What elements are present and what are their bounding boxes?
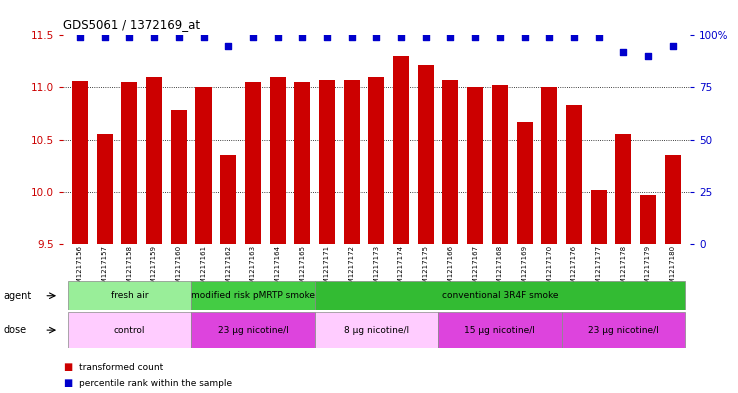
Bar	[443, 80, 458, 244]
Point	[642, 53, 654, 59]
Bar	[196, 87, 212, 244]
Point	[346, 34, 358, 40]
Bar	[72, 81, 88, 244]
Point	[297, 34, 308, 40]
Bar	[191, 312, 314, 348]
Point	[74, 34, 86, 40]
Bar	[393, 56, 409, 244]
Point	[444, 34, 456, 40]
Point	[543, 34, 555, 40]
Text: conventional 3R4F smoke: conventional 3R4F smoke	[441, 291, 558, 300]
Text: 23 μg nicotine/l: 23 μg nicotine/l	[588, 326, 659, 334]
Text: modified risk pMRTP smoke: modified risk pMRTP smoke	[191, 291, 315, 300]
Point	[618, 49, 630, 55]
Bar	[615, 134, 632, 244]
Bar	[68, 281, 191, 310]
Bar	[146, 77, 162, 244]
Point	[247, 34, 259, 40]
Bar	[562, 312, 685, 348]
Bar	[492, 85, 508, 244]
Bar	[344, 80, 359, 244]
Bar	[269, 77, 286, 244]
Text: fresh air: fresh air	[111, 291, 148, 300]
Bar	[170, 110, 187, 244]
Bar	[97, 134, 113, 244]
Text: 23 μg nicotine/l: 23 μg nicotine/l	[218, 326, 289, 334]
Point	[321, 34, 333, 40]
Point	[99, 34, 111, 40]
Text: GDS5061 / 1372169_at: GDS5061 / 1372169_at	[63, 18, 200, 31]
Bar	[314, 312, 438, 348]
Text: percentile rank within the sample: percentile rank within the sample	[79, 379, 232, 387]
Bar	[68, 312, 191, 348]
Bar	[467, 87, 483, 244]
Point	[568, 34, 580, 40]
Point	[370, 34, 382, 40]
Bar	[640, 195, 656, 244]
Bar	[566, 105, 582, 244]
Text: 15 μg nicotine/l: 15 μg nicotine/l	[464, 326, 535, 334]
Point	[395, 34, 407, 40]
Bar	[418, 64, 434, 244]
Point	[222, 42, 234, 49]
Point	[272, 34, 283, 40]
Bar	[368, 77, 384, 244]
Bar	[294, 82, 310, 244]
Bar	[314, 281, 685, 310]
Point	[519, 34, 531, 40]
Point	[198, 34, 210, 40]
Point	[148, 34, 160, 40]
Point	[420, 34, 432, 40]
Point	[173, 34, 184, 40]
Text: transformed count: transformed count	[79, 363, 163, 372]
Bar	[517, 122, 533, 244]
Bar	[590, 189, 607, 244]
Bar	[191, 281, 314, 310]
Bar	[541, 87, 557, 244]
Point	[593, 34, 604, 40]
Text: agent: agent	[4, 291, 32, 301]
Text: control: control	[114, 326, 145, 334]
Text: 8 μg nicotine/l: 8 μg nicotine/l	[344, 326, 409, 334]
Bar	[319, 80, 335, 244]
Point	[667, 42, 679, 49]
Text: dose: dose	[4, 325, 27, 335]
Point	[494, 34, 506, 40]
Text: ■: ■	[63, 378, 72, 388]
Bar	[121, 82, 137, 244]
Bar	[438, 312, 562, 348]
Point	[123, 34, 135, 40]
Bar	[220, 155, 236, 244]
Bar	[245, 82, 261, 244]
Point	[469, 34, 481, 40]
Text: ■: ■	[63, 362, 72, 373]
Bar	[665, 155, 680, 244]
